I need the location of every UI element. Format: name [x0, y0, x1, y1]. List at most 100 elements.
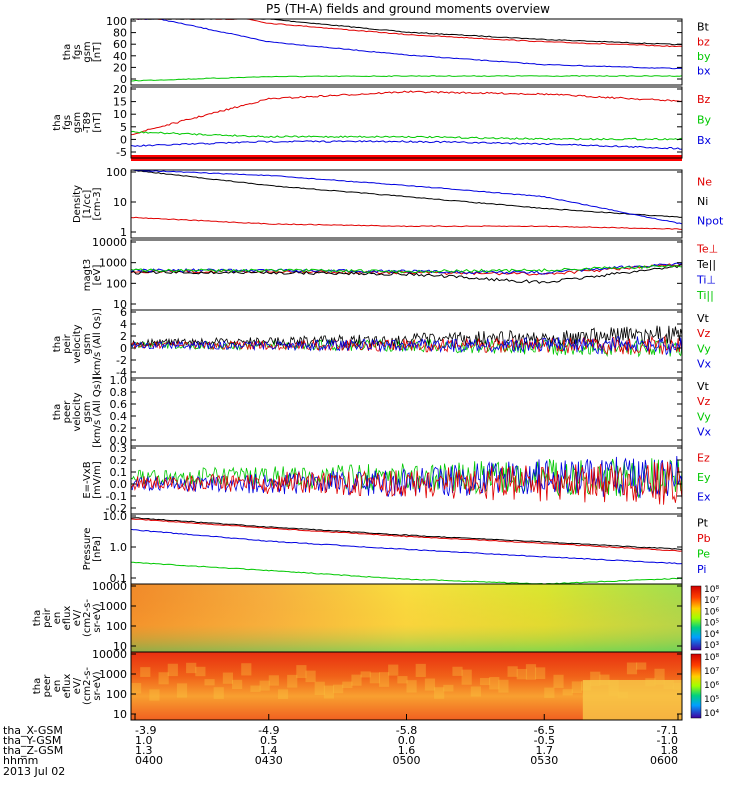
- y-tick-label: 0: [120, 73, 127, 86]
- colorbar: [690, 653, 702, 719]
- legend-Pi: Pi: [697, 563, 706, 576]
- legend-Vt: Vt: [697, 312, 710, 325]
- y-tick-label: 0.6: [110, 398, 128, 411]
- colorbar-label: 10⁶: [704, 607, 719, 617]
- colorbar-label: 10³: [704, 641, 719, 651]
- spectrogram-streak: [424, 678, 436, 691]
- y-tick-label: 5: [120, 121, 127, 134]
- date-label: 2013 Jul 02: [3, 765, 65, 778]
- y-tick-label: 10: [113, 108, 127, 121]
- peir_velocity-data: [131, 325, 682, 358]
- y-tick-label: 0.8: [110, 386, 128, 399]
- spectrogram-streak: [259, 680, 270, 691]
- x-row-label: hhmm: [3, 754, 38, 767]
- y-tick-label: 1.0: [110, 541, 128, 554]
- spectrogram-streak: [654, 668, 665, 685]
- legend-Te⊥: Te⊥: [696, 242, 718, 255]
- legend-Pb: Pb: [697, 532, 711, 545]
- series-By: [131, 130, 682, 141]
- legend-By: By: [697, 114, 712, 127]
- spectrogram-streak: [149, 689, 160, 701]
- y-tick-label: 6: [120, 306, 127, 319]
- panel-peer_velocity: 1.00.80.60.40.20.0 thapeervelocitygsm[km/…: [52, 374, 712, 448]
- colorbar-label: 10⁷: [704, 596, 719, 606]
- y-axis-label: thafgsgsm[nT]: [62, 41, 103, 62]
- spectrogram-streak: [599, 674, 610, 686]
- spectrogram-streak: [415, 663, 426, 677]
- spectrogram-streak: [213, 687, 224, 699]
- spectrogram-streak: [544, 687, 555, 698]
- y-tick-label: -0.1: [106, 490, 127, 503]
- series-Ni: [131, 170, 682, 218]
- x-tick-label: 0.5: [260, 734, 278, 747]
- series-Pt: [131, 517, 682, 550]
- legend-Ni: Ni: [697, 195, 708, 208]
- x-tick-label: 0400: [135, 754, 163, 767]
- y-tick-label: 20: [113, 83, 127, 96]
- density-data: [131, 170, 682, 230]
- spectrogram-streak: [525, 664, 537, 680]
- spectrogram-streak: [369, 672, 380, 684]
- y-tick-label: 1000: [99, 257, 127, 270]
- colorbar-label: 10⁴: [704, 709, 719, 719]
- y-tick-label: 80: [113, 27, 127, 40]
- y-axis-label: Pressure[nPa]: [82, 528, 103, 571]
- legend-Ne: Ne: [697, 176, 712, 189]
- legend-Pe: Pe: [697, 548, 710, 561]
- legend-Npot: Npot: [697, 214, 724, 227]
- colorbar-label: 10⁵: [704, 619, 719, 629]
- y-tick-label: 10.0: [103, 510, 128, 523]
- y-tick-label: -2: [116, 354, 127, 367]
- spectrogram-streak: [553, 674, 564, 688]
- legend-Bz: Bz: [697, 93, 711, 106]
- fgs_gsm-data: [131, 19, 682, 82]
- series-bz: [131, 19, 682, 48]
- y-tick-label: 40: [113, 50, 127, 63]
- panel-frame: [130, 86, 683, 159]
- spectrogram-streak: [305, 670, 316, 683]
- panel-frame: [130, 18, 683, 86]
- spectrogram-streak: [287, 674, 298, 688]
- x-row-label: tha_Y-GSM: [3, 734, 61, 747]
- legend-Bt: Bt: [697, 21, 710, 34]
- y-tick-label: 100: [106, 277, 127, 290]
- x-tick-label: 1.8: [661, 744, 679, 757]
- series-Vx: [131, 336, 682, 356]
- legend-Vt: Vt: [697, 380, 710, 393]
- x-tick-label: 0530: [530, 754, 558, 767]
- spectrogram-streak: [296, 665, 307, 679]
- spectrogram-streak: [176, 683, 188, 698]
- series-Ti||: [131, 264, 682, 274]
- spectrogram-streak: [636, 662, 647, 670]
- legend-Vx: Vx: [697, 425, 712, 438]
- x-tick-label: 1.0: [135, 734, 153, 747]
- plot-title: P5 (TH-A) fields and ground moments over…: [266, 2, 550, 16]
- y-tick-label: 10000: [92, 236, 127, 249]
- spectrogram-streak: [333, 684, 344, 694]
- y-tick-label: 1000: [99, 600, 127, 613]
- spectrogram-streak: [131, 683, 142, 694]
- series-Vy: [131, 338, 682, 358]
- temperature-data: [131, 262, 682, 284]
- spectrogram-streak: [571, 681, 582, 694]
- x-tick-label: -4.9: [258, 724, 279, 737]
- y-tick-label: 100: [106, 688, 127, 701]
- spectrogram-streak: [590, 671, 601, 686]
- x-tick-label: -1.0: [657, 734, 678, 747]
- legend-Bx: Bx: [697, 134, 712, 147]
- x-tick-label: 0.0: [398, 734, 416, 747]
- y-axis-label: thapeervelocitygsm[km/s (All Qs)]: [52, 376, 103, 448]
- spectrogram-streak: [277, 689, 289, 700]
- spectrogram-streak: [507, 666, 518, 677]
- y-tick-label: 100: [106, 620, 127, 633]
- y-tick-label: 0.1: [110, 572, 128, 585]
- y-tick-label: 0.0: [110, 478, 128, 491]
- y-tick-label: -4: [116, 366, 127, 379]
- legend-Ex: Ex: [697, 490, 711, 503]
- spectrogram-streak: [479, 678, 491, 686]
- x-tick-label: 0430: [255, 754, 283, 767]
- x-tick-label: 1.3: [135, 744, 153, 757]
- peir_eflux-data: [131, 584, 682, 652]
- series-Npot: [131, 170, 682, 225]
